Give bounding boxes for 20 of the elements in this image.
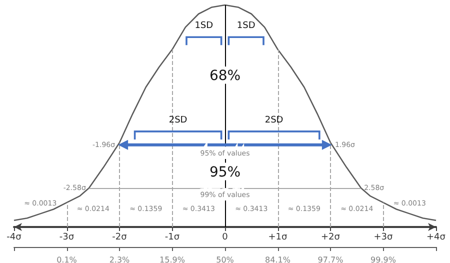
text: 50%	[216, 256, 234, 263]
text: 15.9%	[160, 256, 186, 263]
text: 84.1%	[265, 256, 291, 263]
annotation: 2SD	[264, 115, 284, 126]
x-tick-label: +3σ	[374, 232, 394, 242]
x-tick-label: +2σ	[321, 232, 340, 242]
annotation: 2SD	[168, 115, 188, 126]
text: 97.7%	[318, 256, 344, 263]
annotation: 1SD	[236, 21, 256, 32]
x-tick-label: +4σ	[426, 232, 446, 242]
x-tick-label: +1σ	[268, 232, 288, 242]
x-tick-label: 0	[222, 232, 228, 242]
text: 2.3%	[109, 256, 130, 263]
x-tick-label: -3σ	[59, 232, 74, 242]
x-tick-label: -4σ	[6, 232, 22, 242]
annotation: 1SD	[194, 21, 214, 32]
x-tick-label: -1σ	[164, 232, 180, 242]
x-tick-label: -2σ	[112, 232, 128, 242]
text: 99.9%	[370, 256, 396, 263]
text: 0.1%	[56, 256, 78, 263]
